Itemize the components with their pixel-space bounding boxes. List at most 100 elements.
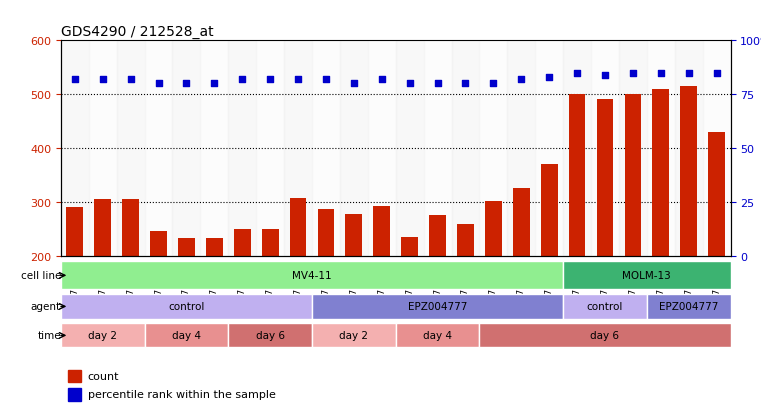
Text: EPZ004777: EPZ004777 [408,301,467,312]
Bar [508,41,535,256]
Bar [597,99,613,256]
Bar [284,41,312,256]
FancyBboxPatch shape [61,323,145,348]
Bar [457,225,474,256]
Bar [368,41,396,256]
Bar [68,388,81,401]
Point [543,74,556,81]
Bar [312,41,340,256]
Bar [123,199,139,256]
Point [431,81,444,88]
Bar [173,41,200,256]
Text: MOLM-13: MOLM-13 [622,271,671,281]
Text: GDS4290 / 212528_at: GDS4290 / 212528_at [61,25,214,39]
Text: control: control [587,301,623,312]
Text: day 4: day 4 [423,330,452,341]
Point [571,70,583,77]
Text: day 4: day 4 [172,330,201,341]
Text: cell line: cell line [21,271,61,281]
Text: percentile rank within the sample: percentile rank within the sample [88,389,275,399]
Bar [178,239,195,256]
Bar [200,41,228,256]
Bar [424,41,451,256]
Point [320,77,332,83]
Text: time: time [37,330,61,341]
Point [97,77,109,83]
FancyBboxPatch shape [312,323,396,348]
Bar [568,95,585,256]
Point [152,81,164,88]
Bar [262,229,279,256]
Text: day 2: day 2 [339,330,368,341]
Text: count: count [88,371,119,381]
Bar [401,237,418,256]
Bar [479,41,508,256]
Text: control: control [168,301,205,312]
Point [348,81,360,88]
Bar [89,41,116,256]
FancyBboxPatch shape [228,323,312,348]
Text: MV4-11: MV4-11 [292,271,332,281]
Bar [396,41,424,256]
FancyBboxPatch shape [396,323,479,348]
Bar [228,41,256,256]
Bar [652,90,669,256]
Bar [591,41,619,256]
Bar [563,41,591,256]
Point [460,81,472,88]
FancyBboxPatch shape [563,294,647,319]
FancyBboxPatch shape [61,262,563,290]
Text: day 2: day 2 [88,330,117,341]
Bar [145,41,173,256]
FancyBboxPatch shape [312,294,563,319]
Point [68,77,81,83]
Bar [680,87,697,256]
Point [125,77,137,83]
Bar [541,165,558,256]
Bar [535,41,563,256]
Bar [485,201,501,256]
Bar [675,41,702,256]
Bar [374,206,390,256]
Bar [340,41,368,256]
Bar [116,41,145,256]
Point [264,77,276,83]
Bar [206,239,223,256]
Bar [256,41,284,256]
FancyBboxPatch shape [647,294,731,319]
Point [180,81,193,88]
FancyBboxPatch shape [479,323,731,348]
Point [292,77,304,83]
Bar [513,189,530,256]
Bar [647,41,675,256]
Point [487,81,499,88]
Point [683,70,695,77]
Point [711,70,723,77]
Bar [66,208,83,256]
FancyBboxPatch shape [145,323,228,348]
Bar [619,41,647,256]
Point [209,81,221,88]
Point [376,77,388,83]
Point [599,72,611,79]
Bar [234,229,250,256]
Text: agent: agent [30,301,61,312]
Point [236,77,248,83]
Text: day 6: day 6 [591,330,619,341]
Bar [702,41,731,256]
FancyBboxPatch shape [563,262,731,290]
Point [403,81,416,88]
Bar [708,133,725,256]
Bar [625,95,642,256]
Point [627,70,639,77]
Bar [150,232,167,256]
Bar [290,199,307,256]
Bar [345,214,362,256]
Bar [317,209,334,256]
Bar [61,41,89,256]
Bar [451,41,479,256]
Point [515,77,527,83]
Bar [94,199,111,256]
FancyBboxPatch shape [61,294,312,319]
Point [654,70,667,77]
